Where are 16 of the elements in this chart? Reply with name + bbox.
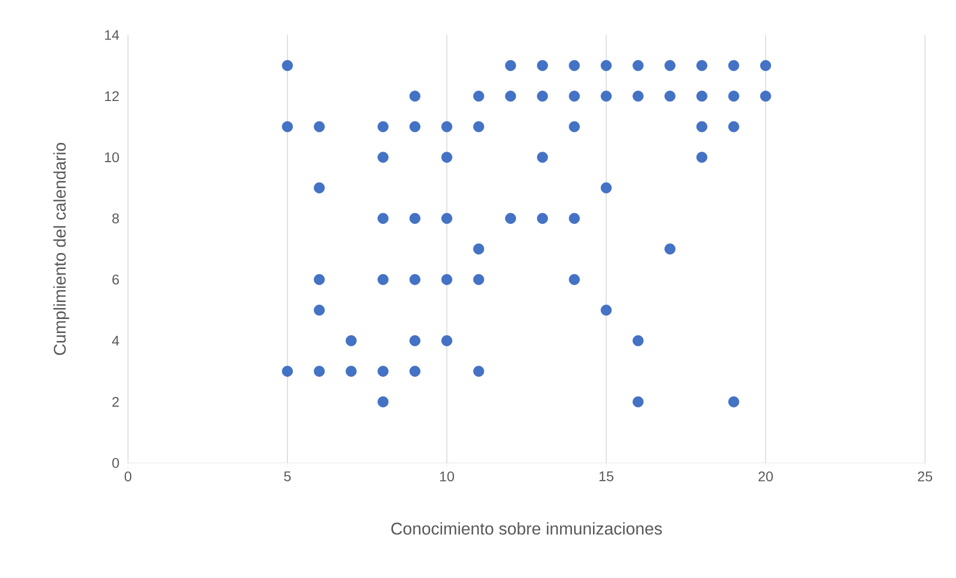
y-tick-label: 10 [105,152,119,162]
y-tick-label: 12 [105,91,119,101]
x-tick-label: 5 [284,472,291,482]
y-tick-label: 8 [112,213,119,224]
y-tick-label: 4 [112,336,120,346]
y-tick-label: 14 [105,30,120,40]
y-tick-label: 2 [112,396,119,407]
y-axis-title: Cumplimiento del calendario [53,142,70,355]
x-tick-label: 25 [918,471,932,482]
x-tick-label: 20 [758,471,773,482]
y-tick-label: 6 [112,274,119,284]
x-tick-label: 10 [440,471,454,482]
x-tick-label: 15 [600,472,614,482]
x-axis-title: Conocimiento sobre inmunizaciones [391,522,662,535]
x-tick-label: 0 [124,471,132,482]
y-tick-label: 0 [112,458,119,468]
